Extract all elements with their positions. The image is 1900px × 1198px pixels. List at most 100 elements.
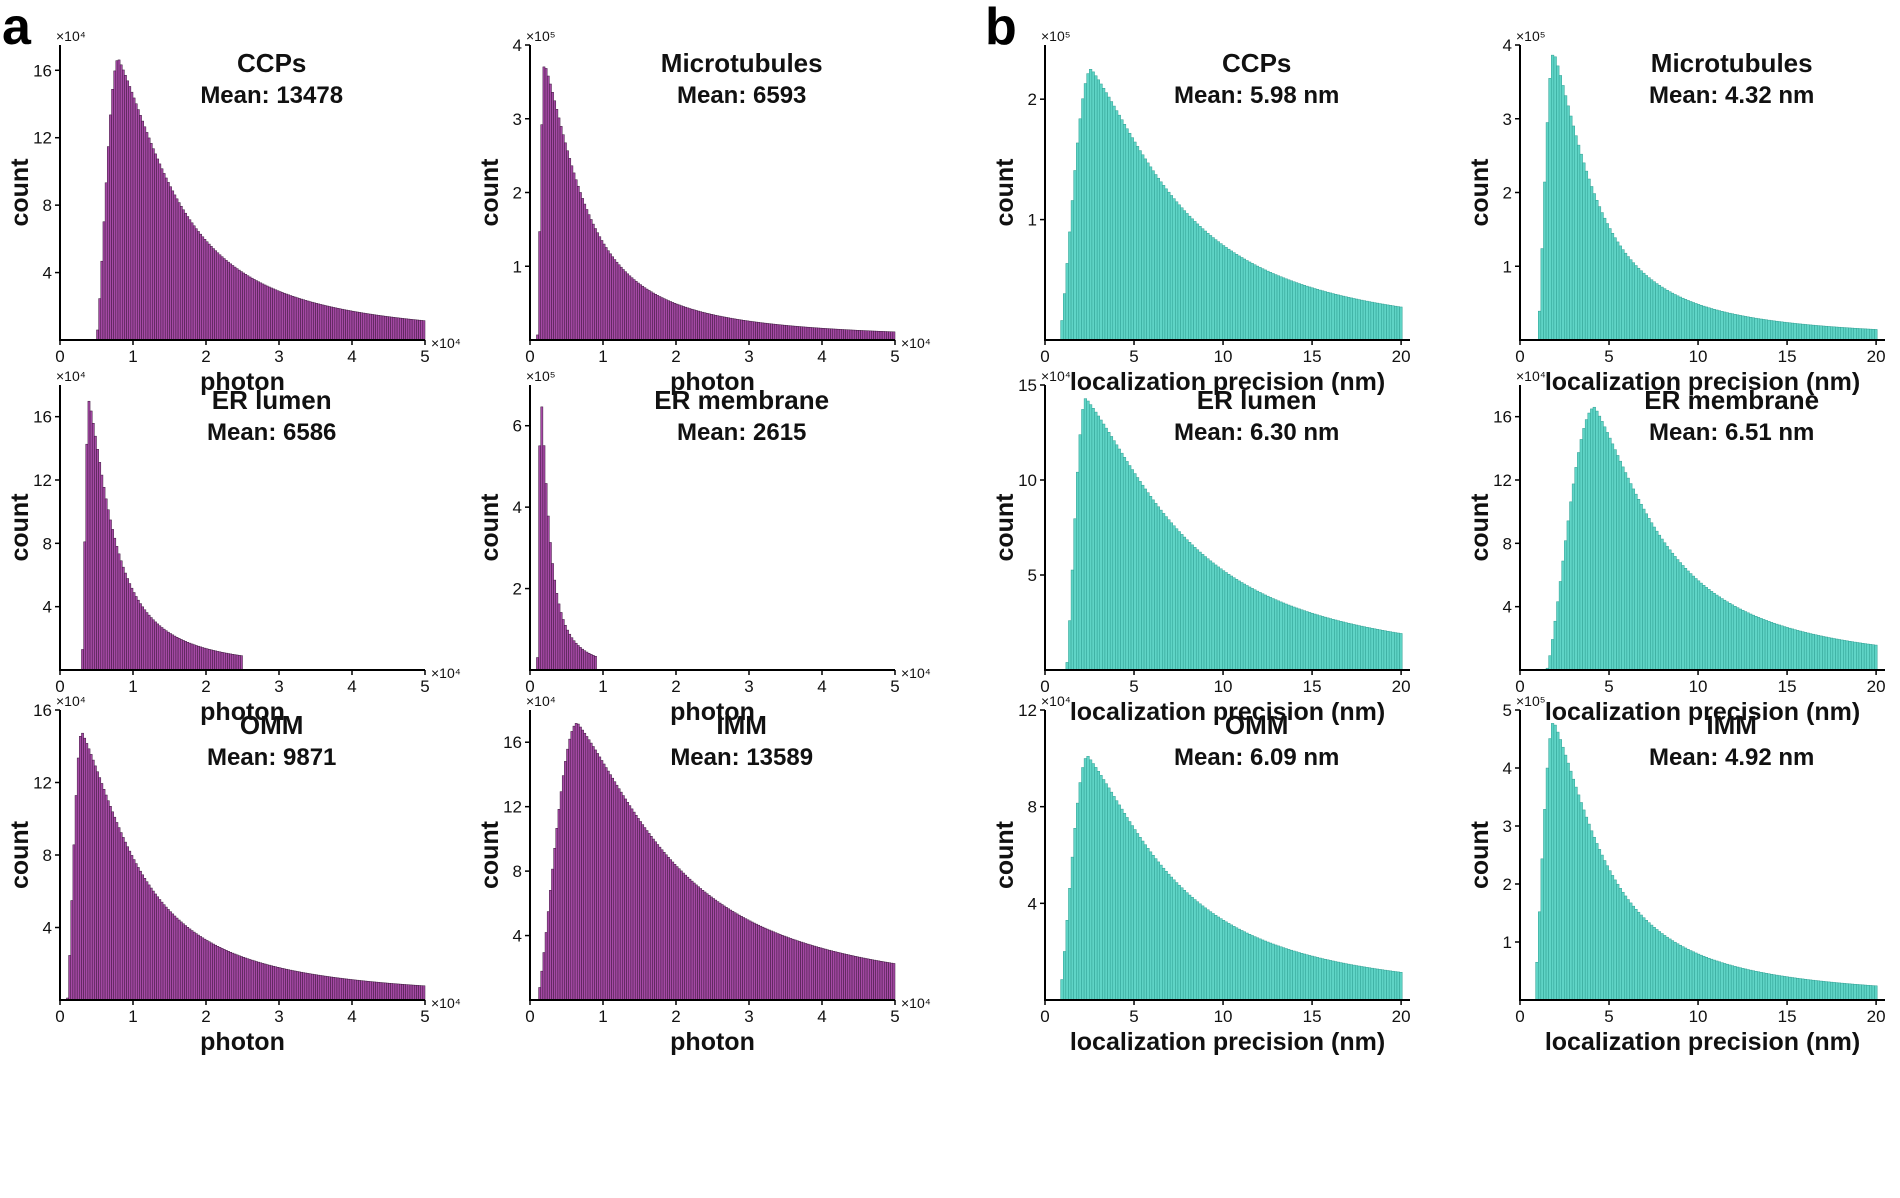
histogram-bar bbox=[1141, 484, 1145, 671]
histogram-bar bbox=[203, 938, 207, 1001]
histogram-bar bbox=[1253, 936, 1257, 1001]
histogram-bar bbox=[201, 236, 205, 341]
histogram-bar bbox=[1214, 564, 1218, 671]
histogram-bar bbox=[1073, 518, 1077, 671]
histogram-bar bbox=[538, 987, 541, 1001]
histogram-bar bbox=[1830, 637, 1834, 671]
histogram-bar bbox=[815, 946, 818, 1001]
x-tick-label: 15 bbox=[1303, 1007, 1322, 1026]
histogram-bar bbox=[555, 828, 559, 1001]
histogram-bar bbox=[167, 182, 170, 341]
histogram-bar bbox=[1733, 606, 1737, 671]
histogram-bar bbox=[1571, 125, 1576, 341]
histogram-bar bbox=[175, 637, 179, 671]
histogram-bar bbox=[1767, 973, 1771, 1001]
y-tick-label: 12 bbox=[503, 798, 522, 817]
histogram-bar bbox=[873, 959, 876, 1001]
x-multiplier: ×10⁴ bbox=[901, 665, 931, 681]
chart-title: IMM bbox=[716, 710, 767, 740]
histogram-bar bbox=[1381, 303, 1385, 341]
chart-title: ER lumen bbox=[212, 385, 332, 415]
histogram-bar bbox=[1065, 920, 1069, 1001]
histogram-bar bbox=[1832, 982, 1836, 1001]
histogram-bar bbox=[128, 86, 132, 341]
histogram-bar bbox=[1759, 618, 1763, 671]
histogram-bar bbox=[1762, 619, 1766, 671]
histogram-bar bbox=[122, 837, 125, 1001]
histogram-bar bbox=[838, 329, 842, 341]
histogram-bar bbox=[1577, 794, 1581, 1001]
histogram-bar bbox=[1370, 301, 1374, 341]
histogram-bar bbox=[1650, 924, 1654, 1001]
histogram-bar bbox=[1209, 560, 1213, 671]
histogram-bar bbox=[222, 949, 226, 1001]
histogram-bar bbox=[1237, 255, 1241, 341]
histogram-bar bbox=[244, 957, 248, 1001]
histogram-bar bbox=[1232, 577, 1236, 671]
histogram-bar bbox=[358, 312, 361, 341]
histogram-bar bbox=[1149, 851, 1153, 1001]
histogram-bar bbox=[1819, 325, 1823, 341]
histogram-bar bbox=[1624, 252, 1628, 341]
histogram-bar bbox=[1305, 611, 1309, 671]
histogram-bar bbox=[592, 655, 595, 671]
histogram-bar bbox=[1130, 825, 1134, 1001]
histogram-bar bbox=[559, 126, 563, 341]
histogram-bar bbox=[735, 913, 739, 1001]
y-axis-label: count bbox=[1466, 820, 1494, 889]
histogram-bar bbox=[1310, 955, 1314, 1001]
histogram-bar bbox=[1370, 967, 1374, 1001]
histogram-bar bbox=[847, 329, 851, 341]
y-tick-label: 4 bbox=[1503, 598, 1512, 617]
histogram-bar bbox=[817, 947, 821, 1001]
y-tick-label: 15 bbox=[1018, 376, 1037, 395]
histogram-bar bbox=[1185, 892, 1189, 1001]
histogram-bar bbox=[1670, 940, 1675, 1001]
histogram-bar bbox=[1762, 972, 1766, 1001]
histogram-bar bbox=[1699, 582, 1703, 671]
histogram-bar bbox=[1699, 305, 1703, 341]
histogram-bar bbox=[1603, 217, 1607, 341]
histogram-bar bbox=[130, 855, 134, 1001]
y-multiplier: ×10⁵ bbox=[526, 28, 556, 44]
histogram-bar bbox=[1814, 325, 1818, 341]
histogram-bar bbox=[1564, 540, 1568, 671]
histogram-bar bbox=[1375, 629, 1379, 671]
y-tick-label: 12 bbox=[1493, 471, 1512, 490]
histogram-bar bbox=[1644, 275, 1649, 341]
histogram-bar bbox=[216, 651, 220, 671]
histogram-bar bbox=[152, 619, 155, 671]
histogram-bar bbox=[1109, 791, 1114, 1001]
histogram-bar bbox=[1292, 606, 1296, 671]
histogram-bar bbox=[1785, 976, 1789, 1001]
histogram-bar bbox=[81, 732, 84, 1001]
histogram-bar bbox=[1109, 436, 1114, 671]
histogram-bar bbox=[579, 647, 582, 671]
histogram-bar bbox=[576, 185, 580, 341]
histogram-bar bbox=[79, 736, 82, 1001]
histogram-bar bbox=[1378, 969, 1382, 1001]
histogram-bar bbox=[1102, 423, 1106, 671]
histogram-bar bbox=[353, 311, 357, 341]
histogram-bar bbox=[87, 748, 91, 1001]
histogram-bar bbox=[227, 653, 230, 671]
histogram-bar bbox=[821, 948, 825, 1001]
histogram-bar bbox=[1164, 188, 1168, 341]
histogram-bar bbox=[1190, 218, 1194, 341]
histogram-bar bbox=[619, 791, 623, 1001]
histogram-bar bbox=[1068, 620, 1072, 671]
histogram-bar bbox=[690, 308, 694, 341]
histogram-bar bbox=[802, 326, 806, 341]
y-multiplier: ×10⁴ bbox=[1041, 368, 1071, 384]
histogram-bar bbox=[1827, 981, 1831, 1001]
histogram-bar bbox=[1824, 636, 1828, 671]
y-tick-label: 2 bbox=[1503, 184, 1512, 203]
y-tick-label: 4 bbox=[513, 498, 522, 517]
histogram-bar bbox=[841, 953, 844, 1001]
histogram-bar bbox=[199, 646, 202, 671]
x-tick-label: 1 bbox=[128, 677, 137, 696]
histogram-bar bbox=[1665, 546, 1669, 671]
